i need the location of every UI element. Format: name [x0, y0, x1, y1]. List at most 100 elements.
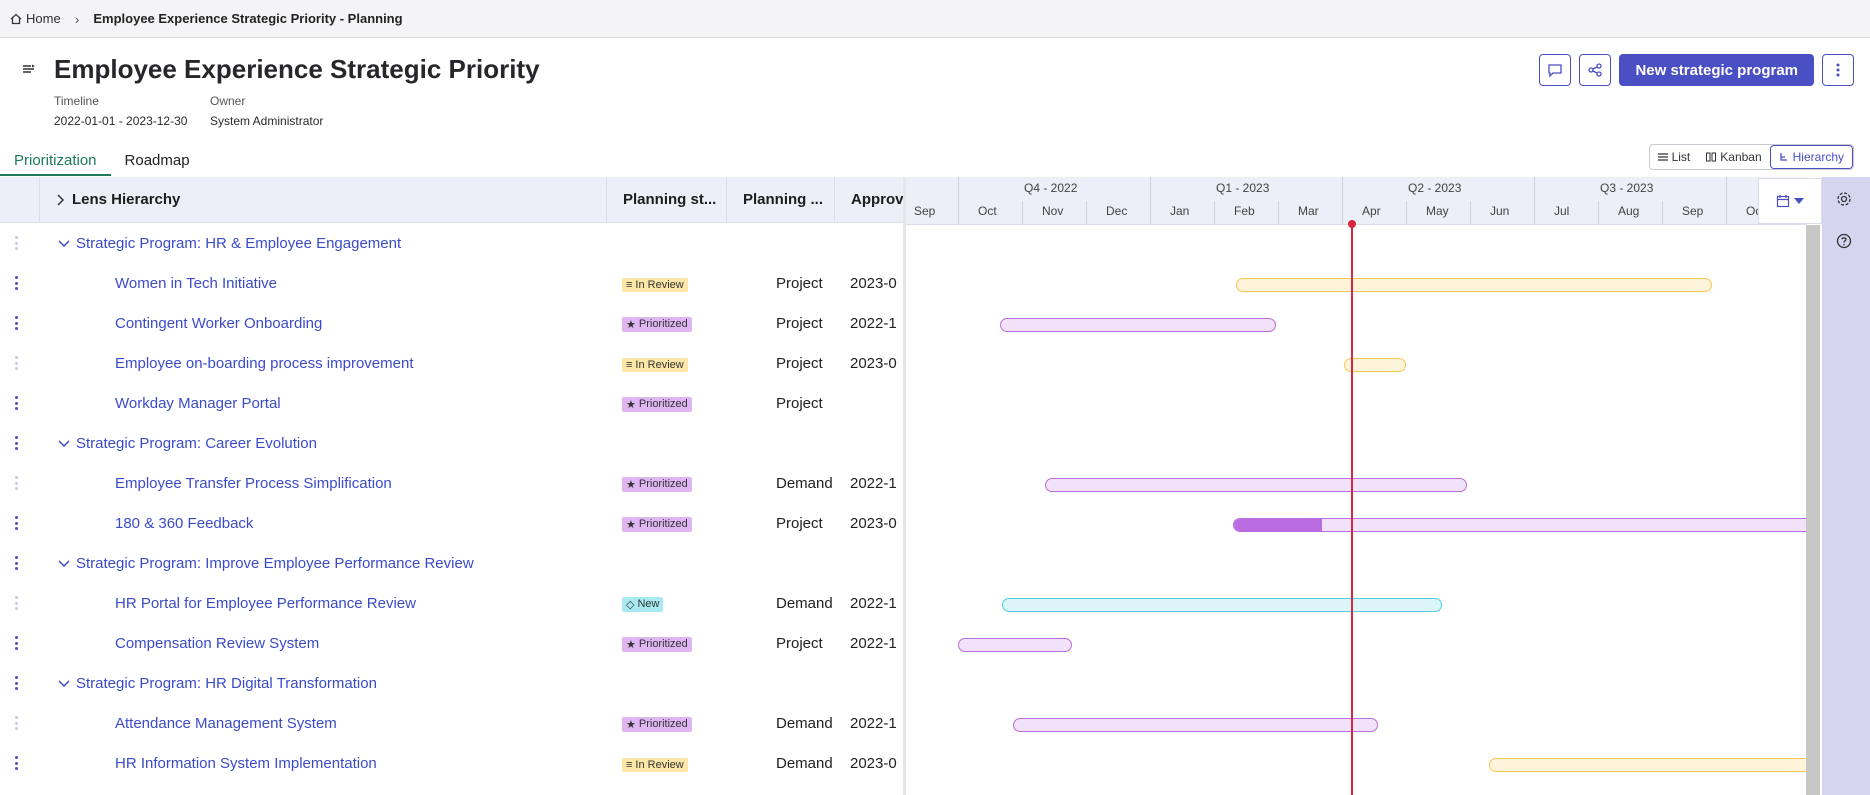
gantt-bar[interactable] [1236, 278, 1712, 292]
row-actions-handle[interactable] [15, 516, 18, 530]
row-actions-handle[interactable] [15, 676, 18, 690]
status-badge: ★ Prioritized [622, 716, 692, 732]
gantt-bar[interactable] [958, 638, 1072, 652]
gantt-bar[interactable] [1002, 598, 1442, 612]
chevron-right-icon[interactable] [56, 193, 64, 206]
status-badge: ≡ In Review [622, 357, 688, 372]
row-actions-handle[interactable] [15, 476, 18, 490]
row-actions-handle[interactable] [15, 276, 18, 290]
table-row[interactable]: Attendance Management System ★ Prioritized… [0, 703, 903, 743]
row-actions-handle[interactable] [15, 316, 18, 330]
header-spacer [0, 177, 39, 223]
item-name-link[interactable]: HR Portal for Employee Performance Revie… [115, 594, 416, 612]
list-toggle-icon[interactable] [22, 62, 36, 80]
table-row[interactable]: Women in Tech Initiative ≡ In Review Projec… [0, 263, 903, 303]
row-actions-handle[interactable] [15, 396, 18, 410]
column-planning-status[interactable]: Planning st... [606, 177, 726, 223]
table-row[interactable]: 180 & 360 Feedback ★ Prioritized Project 202… [0, 503, 903, 543]
gantt-bar[interactable] [1045, 478, 1467, 492]
help-icon[interactable] [1836, 233, 1852, 254]
comment-button[interactable] [1539, 54, 1572, 86]
column-planning-type[interactable]: Planning ... [726, 177, 834, 223]
settings-gear-icon[interactable] [1836, 191, 1852, 212]
more-options-button[interactable] [1822, 54, 1854, 86]
table-row[interactable]: Employee Transfer Process Simplification… [0, 463, 903, 503]
hierarchy-icon [1779, 153, 1787, 161]
view-kanban-button[interactable]: Kanban [1698, 145, 1769, 169]
view-hierarchy-label: Hierarchy [1792, 150, 1844, 164]
new-strategic-program-button[interactable]: New strategic program [1619, 54, 1814, 86]
group-row[interactable]: Strategic Program: HR Digital Transforma… [0, 663, 903, 703]
column-lens-hierarchy[interactable]: Lens Hierarchy [39, 177, 606, 223]
item-name-link[interactable]: Employee Transfer Process Simplification [115, 474, 392, 492]
status-cell: ◇ New [622, 595, 664, 612]
item-name-link[interactable]: HR Information System Implementation [115, 754, 377, 772]
row-actions-handle[interactable] [15, 356, 18, 370]
owner-value: System Administrator [210, 114, 324, 128]
column-approved[interactable]: Approv [834, 177, 903, 223]
status-cell: ≡ In Review [622, 355, 688, 372]
row-actions-handle[interactable] [15, 556, 18, 570]
row-actions-handle[interactable] [15, 236, 18, 250]
status-cell: ≡ In Review [622, 275, 688, 292]
tab-prioritization[interactable]: Prioritization [0, 148, 111, 176]
view-list-button[interactable]: List [1650, 145, 1699, 169]
item-name-link[interactable]: Employee on-boarding process improvement [115, 354, 414, 372]
chevron-down-icon[interactable] [58, 435, 70, 452]
gantt-bar[interactable] [1000, 318, 1276, 332]
table-row[interactable]: Employee on-boarding process improvement… [0, 343, 903, 383]
group-row[interactable]: Strategic Program: Improve Employee Perf… [0, 543, 903, 583]
month-divider [958, 201, 959, 225]
item-name-link[interactable]: Workday Manager Portal [115, 394, 281, 412]
gantt-bar[interactable] [1013, 718, 1378, 732]
gantt-bar[interactable] [1489, 758, 1807, 772]
hierarchy-grid: Lens Hierarchy Planning st... Planning .… [0, 177, 903, 795]
item-name-link[interactable]: Women in Tech Initiative [115, 274, 278, 292]
breadcrumb-home[interactable]: Home [10, 11, 61, 26]
table-row[interactable]: HR Portal for Employee Performance Revie… [0, 583, 903, 623]
item-name-link[interactable]: Contingent Worker Onboarding [115, 314, 323, 332]
grid-body: Strategic Program: HR & Employee Engagem… [0, 223, 903, 783]
table-row[interactable]: Compensation Review System ★ Prioritized Pr… [0, 623, 903, 663]
chevron-down-icon[interactable] [58, 235, 70, 252]
approved-cell: 2023-0 [850, 274, 897, 292]
timeline-value: 2022-01-01 - 2023-12-30 [54, 114, 188, 128]
column-lens-hierarchy-label: Lens Hierarchy [72, 191, 181, 208]
group-name-link[interactable]: Strategic Program: Improve Employee Perf… [76, 554, 474, 572]
quarter-label: Q2 - 2023 [1408, 181, 1462, 195]
share-button[interactable] [1579, 54, 1612, 86]
row-actions-handle[interactable] [15, 596, 18, 610]
gantt-bar[interactable] [1344, 358, 1406, 372]
row-actions-handle[interactable] [15, 716, 18, 730]
view-hierarchy-button[interactable]: Hierarchy [1769, 145, 1853, 169]
item-name-link[interactable]: Compensation Review System [115, 634, 320, 652]
group-name-link[interactable]: Strategic Program: HR Digital Transforma… [76, 674, 377, 692]
table-row[interactable]: Contingent Worker Onboarding ★ Prioritized… [0, 303, 903, 343]
group-name-link[interactable]: Strategic Program: HR & Employee Engagem… [76, 234, 402, 252]
row-actions-handle[interactable] [15, 436, 18, 450]
group-name-link[interactable]: Strategic Program: Career Evolution [76, 434, 317, 452]
item-name-link[interactable]: Attendance Management System [115, 714, 337, 732]
month-divider [1278, 201, 1279, 225]
table-row[interactable]: Workday Manager Portal ★ Prioritized Projec… [0, 383, 903, 423]
row-actions-handle[interactable] [15, 636, 18, 650]
chevron-down-icon[interactable] [58, 555, 70, 572]
kanban-icon [1706, 152, 1717, 162]
calendar-icon [1776, 195, 1790, 208]
gantt-scrollbar[interactable] [1806, 225, 1820, 795]
tab-roadmap[interactable]: Roadmap [124, 152, 190, 169]
group-row[interactable]: Strategic Program: Career Evolution [0, 423, 903, 463]
gantt-date-control[interactable] [1758, 178, 1822, 224]
table-row[interactable]: HR Information System Implementation ≡ In … [0, 743, 903, 783]
row-actions-handle[interactable] [15, 756, 18, 770]
more-vertical-icon [1836, 63, 1840, 77]
group-row[interactable]: Strategic Program: HR & Employee Engagem… [0, 223, 903, 263]
chevron-down-icon[interactable] [58, 675, 70, 692]
item-name-link[interactable]: 180 & 360 Feedback [115, 514, 254, 532]
breadcrumb-current: Employee Experience Strategic Priority -… [93, 11, 403, 26]
gantt-bar[interactable] [1233, 518, 1807, 532]
status-label: Prioritized [638, 478, 688, 490]
status-label: Prioritized [638, 398, 688, 410]
approved-cell: 2022-1 [850, 314, 897, 332]
status-badge: ★ Prioritized [622, 476, 692, 492]
